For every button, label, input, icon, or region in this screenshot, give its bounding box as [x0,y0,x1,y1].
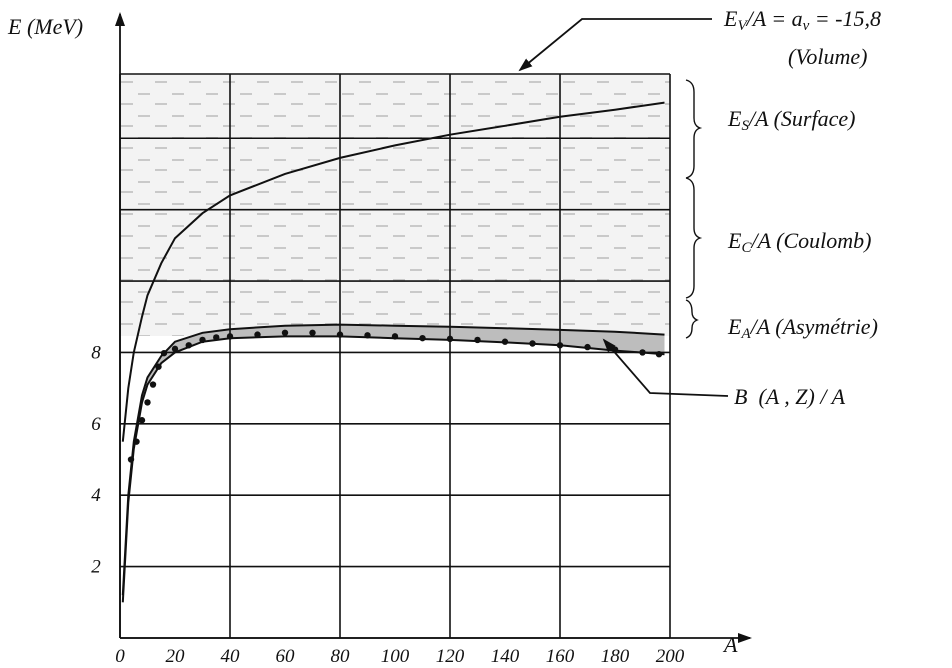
x-tick-label: 60 [276,646,296,667]
data-point [529,340,536,347]
x-tick-label: 180 [601,646,630,667]
data-point [199,336,206,344]
data-points [127,329,663,463]
data-point [655,351,663,358]
y-axis-title: E (MeV) [7,14,83,39]
data-point [127,456,135,463]
coulomb-brace [685,177,703,299]
y-tick-label: 4 [91,485,101,506]
data-point [254,331,261,338]
curve-3 [121,335,665,603]
y-tick-labels: 2 4 6 8 [91,342,101,577]
y-tick-label: 8 [91,342,101,363]
data-point [149,381,157,388]
data-point [281,329,289,336]
x-axis-title: A [722,632,738,657]
annotation-arrows [518,18,729,397]
data-point [474,336,481,344]
data-point [213,334,220,341]
asymmetry-brace [685,299,699,339]
data-point [160,349,168,357]
x-tick-labels: 0 20 40 60 80 100 120 140 160 180 200 [115,646,685,667]
data-point [419,334,426,342]
data-point [155,363,162,370]
coulomb-label: EC/A (Coulomb) [727,228,871,256]
data-point [309,329,316,336]
data-point [391,333,399,340]
data-point [556,342,564,349]
data-point [364,332,371,339]
volume-formula-label: EV/A = av = -15,8 [723,6,881,34]
data-point [138,417,146,424]
y-tick-label: 6 [91,414,101,435]
x-tick-label: 20 [166,646,186,667]
binding-label: B (A , Z) / A [734,384,846,409]
data-point [501,338,509,345]
binding-arrow [602,338,729,397]
data-point [639,349,646,356]
x-tick-label: 40 [221,646,241,667]
curve-1 [121,101,665,442]
grid [119,73,671,639]
data-point [185,342,192,349]
data-point [144,399,151,406]
data-point [133,438,140,445]
asymmetry-label: EA/A (Asymétrie) [727,314,878,342]
surface-brace [685,79,703,179]
volume-label: (Volume) [788,44,867,69]
x-tick-label: 120 [436,646,465,667]
asymmetry-band [122,324,665,603]
right-braces [685,79,703,339]
x-tick-label: 0 [115,646,125,667]
surface-label: ES/A (Surface) [727,106,855,134]
data-point [446,335,454,343]
data-point [171,345,179,353]
x-tick-label: 140 [491,646,520,667]
x-tick-label: 200 [656,646,685,667]
data-point [584,343,591,351]
volume-arrow [518,18,712,72]
y-tick-label: 2 [91,557,101,578]
x-tick-label: 160 [546,646,575,667]
data-point [226,333,234,340]
energy-band [120,74,670,336]
x-tick-label: 100 [381,646,410,667]
x-tick-label: 80 [331,646,351,667]
curve-2 [121,323,665,596]
data-point [336,331,344,338]
